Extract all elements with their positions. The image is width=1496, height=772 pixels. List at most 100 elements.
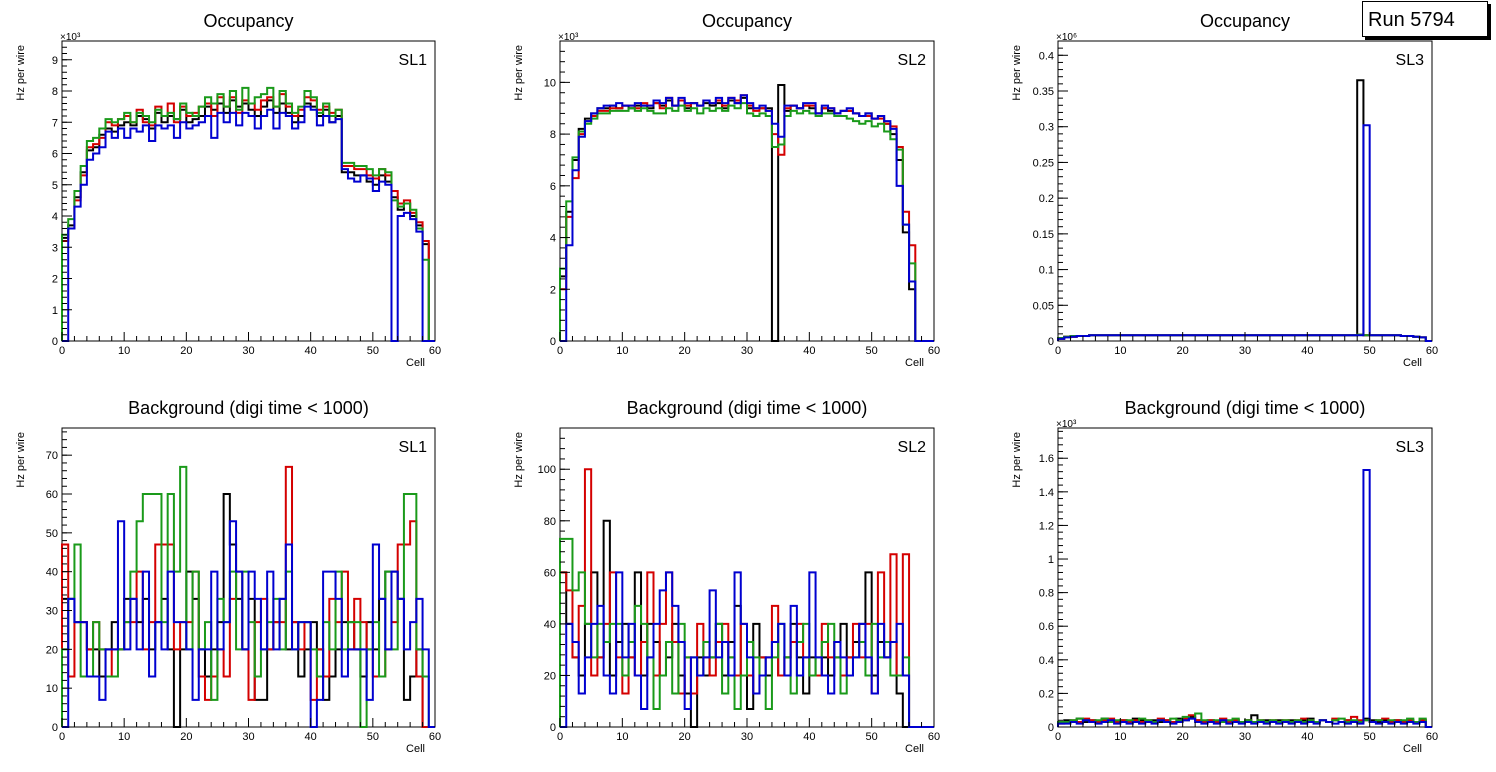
plot-frame [1057,427,1433,728]
y-tick-label: 40 [544,619,556,631]
y-tick-label: 60 [46,489,58,501]
x-tick-label: 60 [1426,345,1438,357]
chart-title: Background (digi time < 1000) [627,398,868,418]
y-tick-label: 80 [544,516,556,528]
y-tick-label: 0 [1048,722,1054,734]
y-tick-label: 20 [46,644,58,656]
series-blue [560,94,934,342]
y-tick-label: 0.1 [1039,265,1054,277]
y-tick-label: 4 [52,211,58,223]
y-tick-label: 0.35 [1033,86,1054,98]
x-tick-label: 50 [1364,345,1376,357]
y-tick-label: 0 [52,336,58,348]
y-tick-label: 9 [52,55,58,67]
series-green [559,537,934,728]
chart-bkg-sl1: Background (digi time < 1000) 0 10 20 30 40 50… [15,398,441,755]
y-tick-label: 0.3 [1039,122,1054,134]
y-axis-label: Hz per wire [1011,432,1023,488]
x-tick-label: 20 [180,731,192,743]
x-tick-label: 40 [803,345,815,357]
chart-title: Occupancy [702,11,792,31]
y-tick-label: 40 [46,567,58,579]
x-axis-label: Cell [406,357,425,369]
y-tick-label: 6 [52,149,58,161]
y-axis-exponent: ×10³ [558,32,579,43]
x-tick-label: 50 [367,731,379,743]
x-tick-label: 0 [1055,731,1061,743]
y-tick-label: 1.2 [1039,520,1054,532]
chart-title: Occupancy [1200,11,1290,31]
x-tick-label: 30 [242,345,254,357]
plot-frame [1057,40,1433,342]
x-tick-label: 30 [1239,345,1251,357]
x-axis-label: Cell [1403,357,1422,369]
series-black [1057,79,1432,342]
y-tick-label: 0 [550,336,556,348]
x-tick-label: 10 [616,731,628,743]
x-tick-label: 30 [741,345,753,357]
superlayer-label: SL2 [898,439,927,456]
y-tick-label: 0.8 [1039,588,1054,600]
y-tick-label: 6 [550,181,556,193]
y-tick-label: 1 [52,305,58,317]
series-green [61,86,435,342]
y-axis-label: Hz per wire [1011,45,1023,101]
x-tick-label: 40 [1301,731,1313,743]
x-tick-label: 10 [1114,731,1126,743]
x-tick-label: 20 [1177,731,1189,743]
superlayer-label: SL3 [1396,52,1425,69]
x-tick-label: 40 [803,731,815,743]
y-tick-label: 10 [46,683,58,695]
x-tick-label: 10 [118,731,130,743]
y-tick-label: 0 [550,722,556,734]
y-tick-label: 30 [46,606,58,618]
y-tick-label: 8 [52,86,58,98]
y-tick-label: 4 [550,233,556,245]
y-axis-exponent: ×10³ [1056,419,1077,430]
series-blue [1057,468,1432,728]
y-tick-label: 0.05 [1033,300,1054,312]
chart-bkg-sl2: Background (digi time < 1000) 0 10 20 30 40 50… [513,398,940,755]
x-tick-label: 30 [242,731,254,743]
y-tick-label: 1 [1048,554,1054,566]
y-axis-exponent: ×10⁶ [1056,32,1077,43]
y-tick-label: 1.4 [1039,487,1054,499]
plot-frame [559,40,935,342]
y-tick-label: 50 [46,528,58,540]
x-tick-label: 50 [866,345,878,357]
x-tick-label: 60 [429,345,441,357]
x-tick-label: 30 [1239,731,1251,743]
x-tick-label: 40 [305,731,317,743]
chart-title: Background (digi time < 1000) [128,398,369,418]
x-tick-label: 0 [557,731,563,743]
x-tick-label: 20 [1177,345,1189,357]
x-tick-label: 10 [616,345,628,357]
y-tick-label: 1.6 [1039,453,1054,465]
chart-occ-sl3: Occupancy 0 10 20 30 40 50 60 0 0.05 0.1 0.15 0.2 0.2… [1011,11,1438,369]
series-blue [62,520,435,728]
y-tick-label: 0 [1048,336,1054,348]
series-green [559,102,934,342]
y-tick-label: 8 [550,129,556,141]
x-tick-label: 40 [305,345,317,357]
y-tick-label: 7 [52,117,58,129]
y-tick-label: 100 [538,464,556,476]
x-tick-label: 40 [1301,345,1313,357]
x-tick-label: 50 [367,345,379,357]
run-number-label: Run 5794 [1362,1,1488,37]
y-axis-label: Hz per wire [15,432,27,488]
superlayer-label: SL3 [1396,439,1425,456]
y-tick-label: 0.6 [1039,621,1054,633]
y-tick-label: 0.4 [1039,655,1054,667]
superlayer-label: SL1 [399,52,428,69]
x-tick-label: 50 [1364,731,1376,743]
y-axis-label: Hz per wire [15,45,27,101]
y-tick-label: 0 [52,722,58,734]
superlayer-label: SL1 [399,439,428,456]
x-axis-label: Cell [406,743,425,755]
superlayer-label: SL2 [898,52,927,69]
y-tick-label: 20 [544,670,556,682]
x-tick-label: 60 [429,731,441,743]
chart-bkg-sl3: Background (digi time < 1000)0 10 20 30 40 50… [1011,398,1438,755]
